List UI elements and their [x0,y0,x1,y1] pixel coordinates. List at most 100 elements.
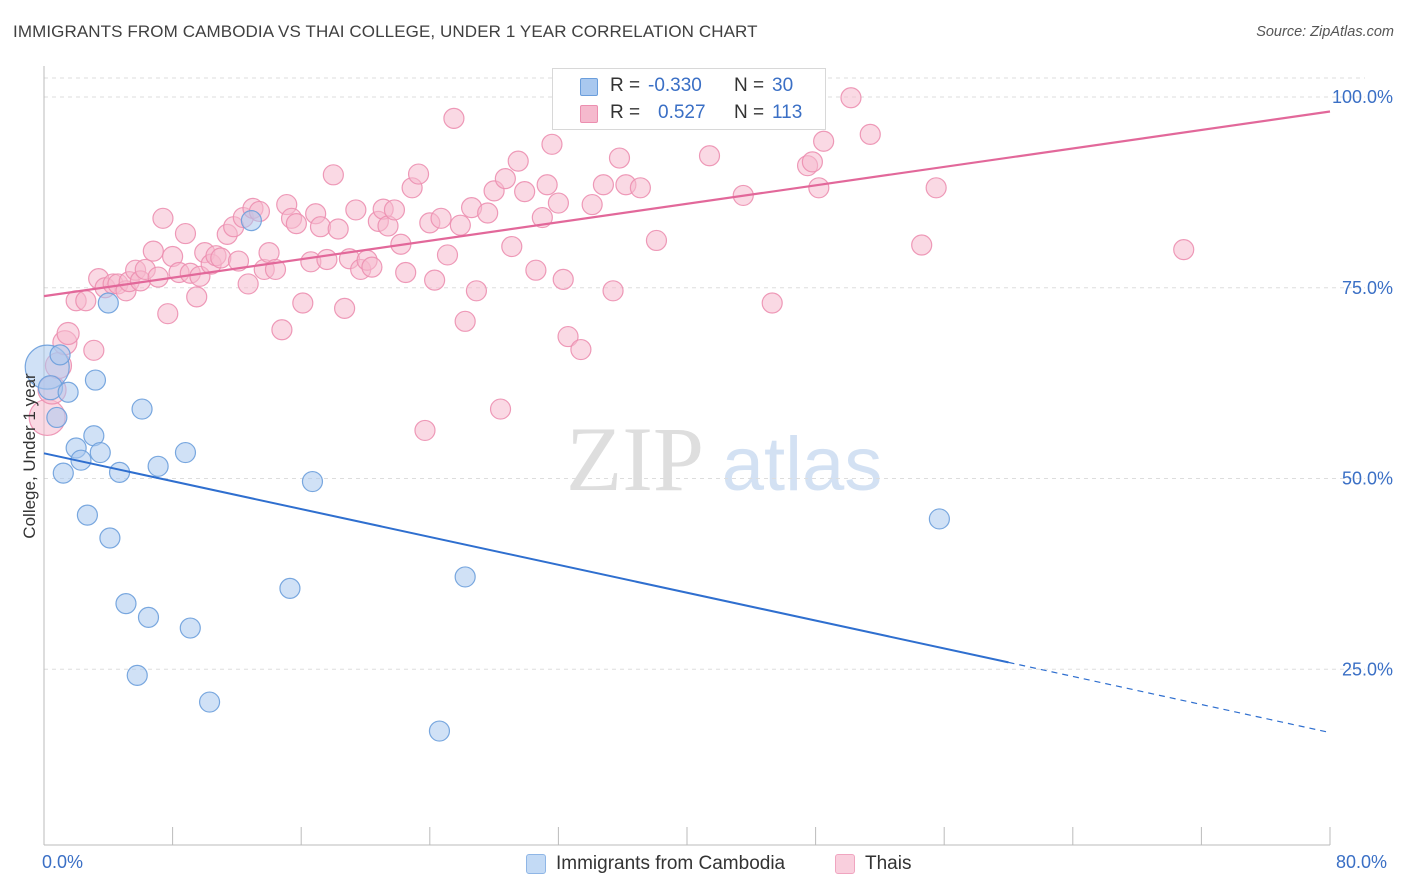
data-point [454,310,476,332]
data-point [327,218,349,240]
legend-r-value: -0.330 [648,75,702,96]
data-point [436,244,459,266]
data-point [592,174,615,196]
data-point [813,130,835,152]
data-point [1173,239,1195,261]
data-point [552,268,574,290]
data-point [608,147,631,169]
data-point [240,210,262,232]
data-point [494,168,516,190]
legend-n-value: 30 [772,75,794,96]
data-point [407,163,430,185]
data-point [801,151,823,173]
data-point [75,290,97,312]
data-point [507,150,529,172]
data-point [489,398,512,420]
cambodia-trend-line [43,452,1009,664]
data-point [83,339,105,361]
legend-n-value: 113 [772,102,803,123]
data-point [477,202,499,224]
data-point [76,504,99,526]
data-point [49,344,71,366]
axes [43,66,1331,846]
data-point [142,240,164,262]
data-point [361,256,383,278]
x-tick-label-min: 0.0% [42,852,84,872]
data-point [501,235,523,258]
data-point [536,174,558,196]
data-point [292,292,314,314]
data-point [46,406,68,429]
data-point [131,398,153,420]
data-point [547,192,570,214]
thais-trend-line [43,110,1331,298]
legend-r-label: R = [610,75,641,96]
data-point [928,508,950,530]
bottom-legend-label: Immigrants from Cambodia [556,853,786,874]
correlation-legend: R = -0.330 N = 30 R = 0.527 N = 113 [552,68,826,130]
data-point [911,234,933,256]
data-point [115,593,137,615]
data-point [147,455,169,477]
y-tick-label: 25.0% [1342,659,1393,679]
data-point [925,177,947,199]
data-point [237,273,259,295]
data-point [383,199,406,221]
y-tick-labels: 25.0% 50.0% 75.0% 100.0% [1332,87,1393,679]
data-point [301,470,324,493]
data-point [840,87,862,109]
data-point [108,461,131,483]
data-point [808,177,830,199]
data-point [395,261,417,284]
data-point [761,292,783,314]
legend-n-label: N = [734,102,765,123]
data-point [174,222,197,245]
data-point [84,369,107,391]
data-point [89,441,111,464]
data-point [629,177,651,199]
data-point [525,259,547,281]
chart-source: Source: ZipAtlas.com [1256,24,1394,40]
gridlines [44,77,1365,670]
data-point [334,297,356,319]
y-axis-title: College, Under 1 year [20,373,39,539]
watermark: ZIP atlas [566,408,882,510]
data-point [443,107,465,129]
data-point [454,566,476,588]
y-tick-label: 50.0% [1342,469,1393,489]
trend-lines [43,110,1331,734]
data-point [645,229,668,252]
data-point [859,123,881,145]
bottom-legend-label: Thais [865,853,912,874]
bottom-legend-swatch-blue [526,854,546,874]
data-point [557,325,579,348]
watermark-atlas: atlas [722,422,883,507]
data-point [174,441,197,464]
data-point [57,381,79,403]
data-point [309,216,332,238]
data-point [570,338,592,361]
data-point [581,193,603,216]
data-point [698,145,721,167]
data-point [285,213,307,235]
watermark-zip: ZIP [566,408,704,510]
data-point [428,720,451,742]
data-point [541,133,563,155]
data-point [152,207,174,229]
data-point [465,280,488,302]
data-point [210,247,232,269]
data-point [99,527,121,549]
data-point [316,248,338,271]
data-point [97,292,119,314]
data-point [279,577,301,599]
data-point [56,321,80,346]
data-point [424,269,446,291]
data-point [52,462,74,484]
data-point [157,303,179,325]
data-point [602,280,624,302]
data-point [137,606,160,628]
data-point [147,266,169,288]
data-point [126,664,148,686]
data-point [179,617,201,639]
